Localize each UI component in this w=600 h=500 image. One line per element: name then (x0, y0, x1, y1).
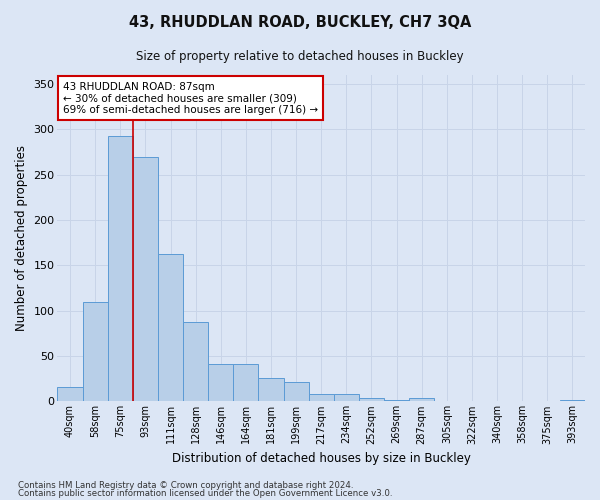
Bar (308, 394, 334, 402)
Bar (83, 302, 108, 402)
Text: Size of property relative to detached houses in Buckley: Size of property relative to detached ho… (136, 50, 464, 63)
Bar (208, 364, 233, 402)
Bar (158, 254, 183, 402)
Bar (108, 136, 133, 402)
Text: 43, RHUDDLAN ROAD, BUCKLEY, CH7 3QA: 43, RHUDDLAN ROAD, BUCKLEY, CH7 3QA (129, 15, 471, 30)
Bar (359, 398, 384, 402)
Bar (560, 400, 585, 402)
Bar (259, 378, 284, 402)
Bar (334, 394, 359, 402)
Text: Contains HM Land Registry data © Crown copyright and database right 2024.: Contains HM Land Registry data © Crown c… (18, 480, 353, 490)
Bar (284, 382, 308, 402)
X-axis label: Distribution of detached houses by size in Buckley: Distribution of detached houses by size … (172, 452, 470, 465)
Bar (409, 398, 434, 402)
Bar (233, 364, 259, 402)
Bar (58, 387, 83, 402)
Y-axis label: Number of detached properties: Number of detached properties (15, 145, 28, 331)
Bar (384, 400, 409, 402)
Text: Contains public sector information licensed under the Open Government Licence v3: Contains public sector information licen… (18, 489, 392, 498)
Bar (133, 156, 158, 402)
Bar (183, 322, 208, 402)
Text: 43 RHUDDLAN ROAD: 87sqm
← 30% of detached houses are smaller (309)
69% of semi-d: 43 RHUDDLAN ROAD: 87sqm ← 30% of detache… (63, 82, 318, 114)
